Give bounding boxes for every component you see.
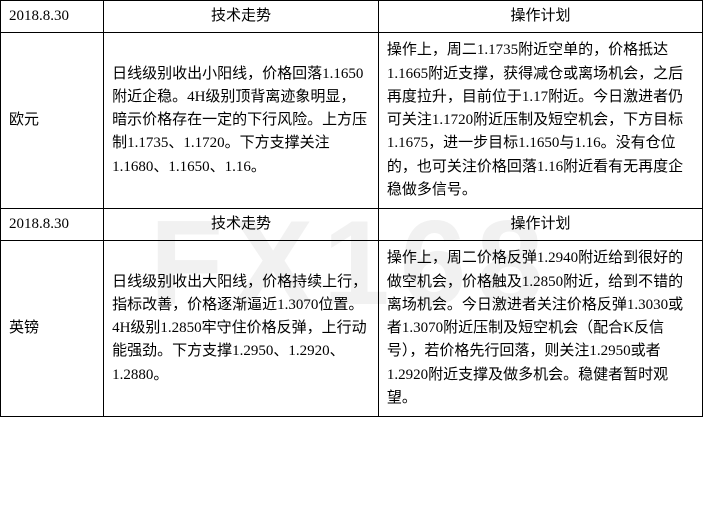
date-cell: 2018.8.30 <box>1 209 104 241</box>
tech-header-cell: 技术走势 <box>104 209 379 241</box>
currency-label-cell: 英镑 <box>1 241 104 417</box>
section-content-row: 欧元 日线级别收出小阳线，价格回落1.1650附近企稳。4H级别顶背离迹象明显，… <box>1 33 703 209</box>
currency-label-cell: 欧元 <box>1 33 104 209</box>
date-cell: 2018.8.30 <box>1 1 104 33</box>
tech-content-cell: 日线级别收出大阳线，价格持续上行，指标改善，价格逐渐逼近1.3070位置。4H级… <box>104 241 379 417</box>
section-content-row: 英镑 日线级别收出大阳线，价格持续上行，指标改善，价格逐渐逼近1.3070位置。… <box>1 241 703 417</box>
plan-header-cell: 操作计划 <box>378 209 702 241</box>
tech-header-cell: 技术走势 <box>104 1 379 33</box>
analysis-table: 2018.8.30 技术走势 操作计划 欧元 日线级别收出小阳线，价格回落1.1… <box>0 0 703 417</box>
plan-content-cell: 操作上，周二1.1735附近空单的，价格抵达1.1665附近支撑，获得减仓或离场… <box>378 33 702 209</box>
tech-content-cell: 日线级别收出小阳线，价格回落1.1650附近企稳。4H级别顶背离迹象明显，暗示价… <box>104 33 379 209</box>
section-header-row: 2018.8.30 技术走势 操作计划 <box>1 209 703 241</box>
section-header-row: 2018.8.30 技术走势 操作计划 <box>1 1 703 33</box>
plan-content-cell: 操作上，周二价格反弹1.2940附近给到很好的做空机会，价格触及1.2850附近… <box>378 241 702 417</box>
plan-header-cell: 操作计划 <box>378 1 702 33</box>
